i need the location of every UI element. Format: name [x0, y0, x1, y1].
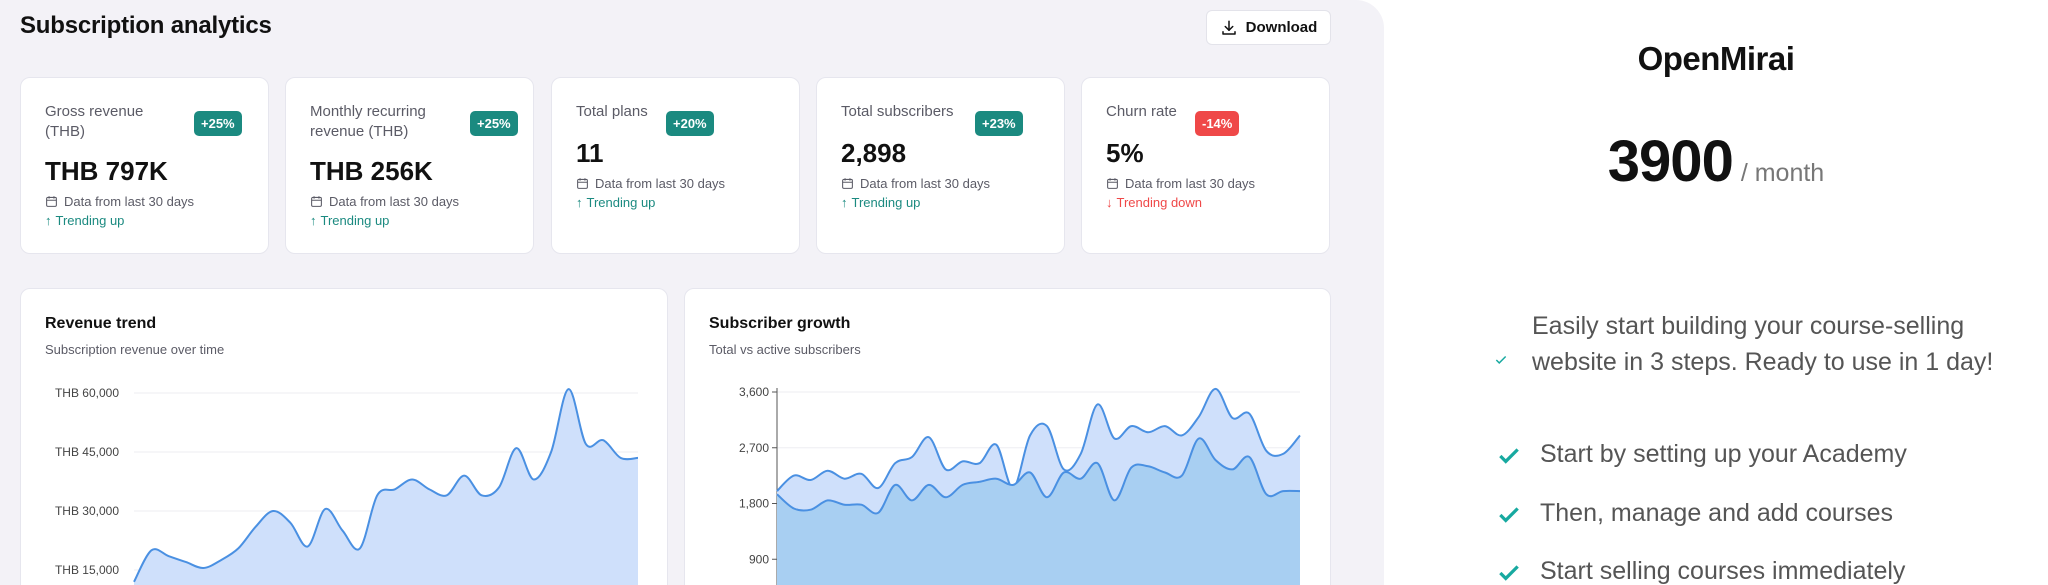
- meta-text: Data from last 30 days: [1125, 176, 1256, 191]
- meta-text: Data from last 30 days: [329, 194, 460, 209]
- download-icon: [1221, 20, 1236, 35]
- trend-text: Trending up: [851, 195, 921, 210]
- feature-item: Easily start building your course-sellin…: [1494, 308, 2014, 380]
- series-line: [776, 387, 1301, 492]
- feature-text: Easily start building your course-sellin…: [1532, 312, 1994, 376]
- y-tick-label: THB 45,000: [55, 445, 119, 459]
- trend-indicator: ↓ Trending down: [1106, 195, 1202, 210]
- stat-card: Monthly recurring revenue (THB) +25% THB 2…: [285, 77, 534, 254]
- feature-item: Start by setting up your Academy: [1496, 440, 1907, 469]
- stat-meta: Data from last 30 days: [1106, 176, 1255, 191]
- calendar-icon: [311, 196, 322, 207]
- revenue-trend-chart: THB 60,000 THB 45,000 THB 30,000 THB 15,000…: [20, 288, 668, 585]
- feature-text: Then, manage and add courses: [1540, 499, 1894, 527]
- price-period: / month: [1740, 159, 1825, 187]
- feature-text: Start by setting up your Academy: [1540, 440, 1907, 468]
- chart-subtitle: Total vs active subscribers: [709, 342, 861, 357]
- stat-meta: Data from last 30 days: [310, 194, 459, 209]
- stat-value: THB 256K: [310, 156, 433, 186]
- stat-card: Total subscribers +23% 2,898 Data from last…: [816, 77, 1065, 254]
- trend-indicator: ↑ Trending up: [310, 213, 389, 228]
- stat-label: Churn rate: [1106, 103, 1177, 120]
- stat-label: Gross revenue (THB): [45, 103, 144, 140]
- stat-meta: Data from last 30 days: [576, 176, 725, 191]
- y-tick-label: 900: [749, 552, 769, 566]
- stat-label: Monthly recurring revenue (THB): [310, 103, 426, 140]
- calendar-icon: [577, 178, 588, 189]
- calendar-icon: [46, 196, 57, 207]
- chart-plot: 3,600 2,700 1,800 900: [739, 385, 1301, 585]
- stat-label: Total plans: [576, 103, 648, 120]
- stat-value: 5%: [1106, 138, 1144, 168]
- y-tick-label: 1,800: [739, 497, 769, 511]
- series-line: [776, 437, 1301, 515]
- chart-title: Subscriber growth: [709, 315, 851, 332]
- change-badge: -14%: [1195, 111, 1240, 136]
- chart-subtitle: Subscription revenue over time: [45, 342, 225, 357]
- change-badge: +23%: [975, 111, 1023, 136]
- stat-card: Gross revenue (THB) +25% THB 797K Data from…: [20, 77, 269, 254]
- stat-card: Total plans +20% 11 Data from last 30 days ↑…: [551, 77, 800, 254]
- y-tick-label: THB 15,000: [55, 563, 119, 577]
- stat-value: 2,898: [841, 138, 907, 168]
- change-badge: +25%: [194, 111, 242, 136]
- trend-text: Trending up: [55, 213, 125, 228]
- check-icon: [1499, 565, 1519, 581]
- subscriber-growth-chart: 3,600 2,700 1,800 900 Subscriber growth Tot…: [684, 288, 1331, 585]
- price-amount: 3900: [1607, 129, 1734, 194]
- arrow-up-icon: ↑: [45, 213, 52, 228]
- check-icon: [1499, 507, 1519, 523]
- stat-meta: Data from last 30 days: [841, 176, 990, 191]
- calendar-icon: [842, 178, 853, 189]
- chart-plot: THB 60,000 THB 45,000 THB 30,000 THB 15,000: [55, 386, 639, 585]
- arrow-up-icon: ↑: [841, 195, 848, 210]
- stat-label: Total subscribers: [841, 103, 954, 120]
- y-tick-label: THB 30,000: [55, 504, 119, 518]
- price-row: 3900 / month: [1384, 128, 2048, 195]
- trend-text: Trending up: [320, 213, 390, 228]
- trend-indicator: ↑ Trending up: [576, 195, 655, 210]
- download-button[interactable]: Download: [1206, 10, 1331, 45]
- check-icon: [1499, 448, 1519, 464]
- series-line: [133, 388, 639, 583]
- analytics-dashboard: Subscription analytics Download Gross re…: [0, 0, 1384, 585]
- pricing-panel: OpenMirai 3900 / month Easily start buil…: [1384, 0, 2048, 585]
- meta-text: Data from last 30 days: [64, 194, 195, 209]
- y-tick-label: THB 60,000: [55, 386, 119, 400]
- trend-indicator: ↑ Trending up: [45, 213, 124, 228]
- change-badge: +25%: [470, 111, 518, 136]
- page-title: Subscription analytics: [20, 12, 272, 39]
- arrow-up-icon: ↑: [576, 195, 583, 210]
- meta-text: Data from last 30 days: [595, 176, 726, 191]
- trend-indicator: ↑ Trending up: [841, 195, 920, 210]
- feature-text: Start selling courses immediately: [1540, 557, 1906, 585]
- y-tick-label: 2,700: [739, 441, 769, 455]
- stat-meta: Data from last 30 days: [45, 194, 194, 209]
- brand-name: OpenMirai: [1637, 40, 1795, 77]
- change-badge: +20%: [666, 111, 714, 136]
- download-label: Download: [1245, 19, 1318, 36]
- feature-item: Start selling courses immediately: [1496, 557, 1905, 585]
- stat-card: Churn rate -14% 5% Data from last 30 days ↓ T…: [1081, 77, 1330, 254]
- chart-title: Revenue trend: [45, 315, 157, 332]
- trend-text: Trending down: [1116, 195, 1203, 210]
- stat-value: 11: [576, 138, 604, 168]
- series-area: [134, 389, 638, 585]
- trend-text: Trending up: [586, 195, 656, 210]
- check-icon: [1495, 355, 1507, 364]
- arrow-up-icon: ↑: [310, 213, 317, 228]
- calendar-icon: [1107, 178, 1118, 189]
- stat-value: THB 797K: [45, 156, 168, 186]
- meta-text: Data from last 30 days: [860, 176, 991, 191]
- feature-item: Then, manage and add courses: [1496, 499, 1893, 528]
- arrow-down-icon: ↓: [1106, 195, 1113, 210]
- y-tick-label: 3,600: [739, 385, 769, 399]
